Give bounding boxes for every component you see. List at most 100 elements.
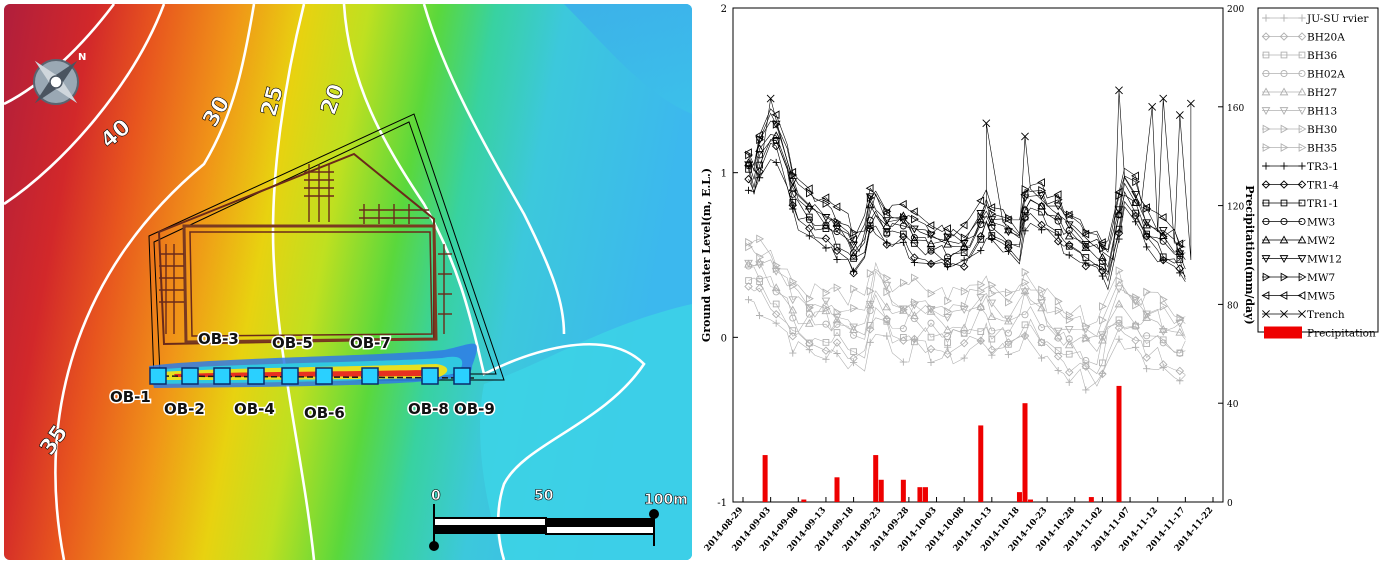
legend-marker (1298, 199, 1306, 207)
series-point (788, 331, 798, 341)
series-point (1081, 261, 1091, 271)
series-point (910, 311, 919, 319)
series-point (1082, 334, 1091, 343)
well-marker-ob-1[interactable] (149, 367, 167, 385)
series-point (805, 232, 813, 240)
series-point (1115, 266, 1124, 276)
series-point (944, 332, 952, 340)
legend-marker (1261, 32, 1271, 41)
series-point (883, 273, 892, 283)
legend-marker (1297, 255, 1307, 264)
series-point (1054, 306, 1063, 315)
series-point (988, 289, 997, 298)
series-point (1097, 238, 1106, 247)
series-point (1175, 327, 1185, 336)
series-point (1115, 316, 1123, 324)
series-point (772, 300, 780, 308)
legend-marker (1279, 235, 1289, 244)
series-point (976, 294, 986, 303)
precipitation-bar (878, 479, 884, 502)
series-point (1142, 312, 1152, 321)
legend-marker (1298, 272, 1307, 282)
series-point (1132, 209, 1139, 217)
series-point (1064, 340, 1074, 349)
series-point (977, 280, 986, 290)
well-marker-ob-3[interactable] (213, 367, 231, 385)
series-point (943, 349, 952, 359)
well-marker-ob-9[interactable] (453, 367, 471, 385)
well-marker-ob-5[interactable] (281, 367, 299, 385)
series-point (1176, 313, 1185, 323)
well-marker-ob-4[interactable] (247, 367, 265, 385)
series-point (1064, 231, 1074, 240)
y2-tick-label: 120 (1227, 203, 1244, 213)
series-point (910, 253, 919, 262)
series-point (771, 120, 781, 129)
series-point (1020, 213, 1030, 223)
series-point (1037, 354, 1046, 362)
series-point (1081, 240, 1091, 249)
series-point (756, 135, 765, 145)
series-point (1054, 296, 1063, 306)
series-point (911, 273, 919, 283)
series-point (866, 193, 875, 203)
series-point (788, 167, 797, 177)
series-point (806, 339, 813, 347)
series-point (849, 354, 858, 363)
series-point (1037, 338, 1046, 347)
series-point (744, 148, 752, 157)
legend-marker (1298, 69, 1306, 78)
series-point (822, 244, 830, 252)
series-point (926, 221, 935, 230)
series-point (756, 275, 764, 283)
series-point (822, 320, 830, 328)
series-point (882, 302, 892, 311)
color-field-blue (474, 4, 692, 114)
well-marker-ob-6[interactable] (315, 367, 333, 385)
legend-marker (1280, 69, 1288, 78)
series-point (959, 241, 969, 250)
compass-north-label: N (78, 52, 86, 63)
series-point (866, 268, 875, 278)
y2-axis-title: Precipitation(mm/day) (1243, 185, 1256, 325)
series-point (1175, 366, 1185, 376)
series-point (1114, 187, 1123, 197)
series-point (1038, 339, 1045, 346)
well-marker-ob-2[interactable] (181, 367, 199, 385)
black-series-group (744, 86, 1195, 291)
contour-35 (54, 4, 256, 560)
series-point (1176, 242, 1185, 251)
series-point (1082, 322, 1091, 331)
series-point (910, 258, 919, 267)
well-marker-ob-8[interactable] (421, 367, 439, 385)
series-point (1098, 252, 1107, 261)
series-point (900, 334, 907, 341)
legend-label: MW5 (1307, 291, 1335, 303)
series-point (832, 315, 842, 324)
series-point (1143, 310, 1152, 320)
well-label-ob-1: OB-1 (110, 388, 151, 406)
y2-tick-label: 200 (1227, 5, 1244, 15)
series-point (944, 253, 952, 261)
legend-marker (1261, 87, 1271, 96)
legend-marker (1298, 310, 1306, 318)
series-point (821, 346, 831, 355)
legend-marker (1279, 180, 1289, 189)
well-marker-ob-7[interactable] (361, 367, 379, 385)
series-point (1115, 319, 1123, 327)
series-point (1020, 286, 1030, 295)
series-point (1081, 243, 1091, 252)
series-point (805, 339, 814, 348)
series-point (1020, 190, 1029, 199)
series-point (849, 325, 858, 333)
series-point (1158, 227, 1168, 235)
series-line-mw2 (748, 134, 1186, 268)
series-point (1131, 211, 1140, 221)
series-point (833, 243, 841, 251)
series-point (943, 233, 952, 242)
series-point (1082, 254, 1090, 261)
legend-marker (1262, 14, 1270, 22)
series-point (1053, 190, 1062, 199)
series-point (744, 186, 753, 194)
precipitation-bar (917, 487, 923, 502)
